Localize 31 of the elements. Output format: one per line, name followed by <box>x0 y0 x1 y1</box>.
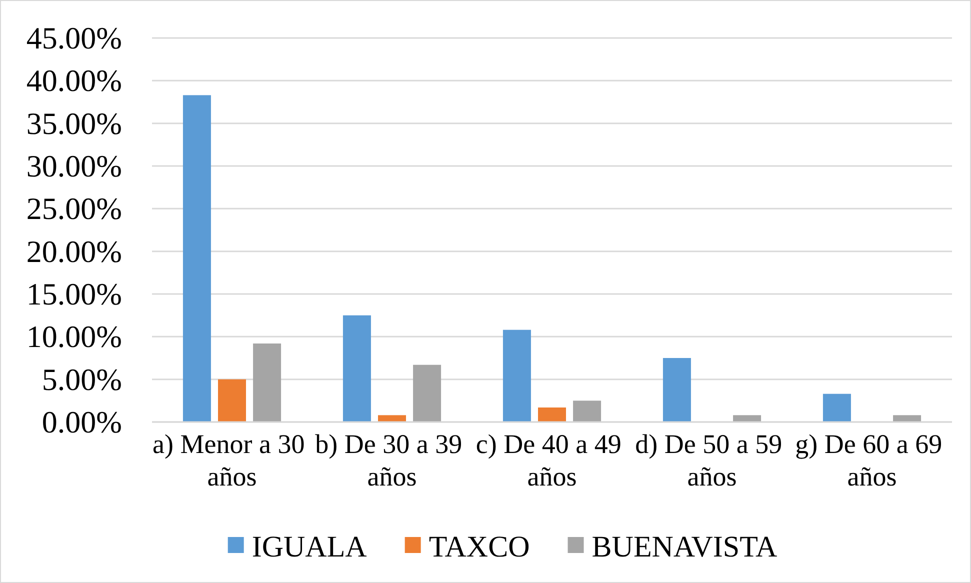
y-tick-label: 10.00% <box>26 319 122 354</box>
y-tick-label: 5.00% <box>42 362 122 397</box>
legend-label: TAXCO <box>428 530 530 564</box>
bar <box>253 343 282 422</box>
x-tick-label: b) De 30 a 39 años <box>315 429 469 492</box>
legend-label: BUENAVISTA <box>592 530 778 564</box>
x-tick-label: c) De 40 a 49 años <box>476 429 628 492</box>
bar <box>378 415 406 422</box>
bar <box>218 379 246 422</box>
x-tick-label: a) Menor a 30 años <box>152 429 312 492</box>
bar <box>822 394 851 422</box>
y-tick-label: 30.00% <box>26 148 122 184</box>
y-tick-label: 0.00% <box>42 404 122 440</box>
bar <box>182 95 211 422</box>
y-tick-label: 20.00% <box>26 234 122 269</box>
y-tick-label: 40.00% <box>26 63 122 98</box>
y-tick-label: 15.00% <box>26 276 122 312</box>
y-tick-label: 35.00% <box>26 106 122 141</box>
bar <box>413 364 442 422</box>
bar <box>502 330 531 422</box>
y-tick-label: 25.00% <box>26 191 122 226</box>
x-tick-label: d) De 50 a 59 años <box>635 429 789 492</box>
legend-label: IGUALA <box>252 530 368 564</box>
bar <box>573 400 602 422</box>
bar <box>893 415 922 422</box>
y-tick-label: 45.00% <box>26 20 122 56</box>
bar <box>538 407 566 422</box>
bar <box>342 315 371 422</box>
x-tick-label: g) De 60 a 69 años <box>795 429 949 492</box>
bar <box>662 358 691 422</box>
bar <box>733 415 762 422</box>
